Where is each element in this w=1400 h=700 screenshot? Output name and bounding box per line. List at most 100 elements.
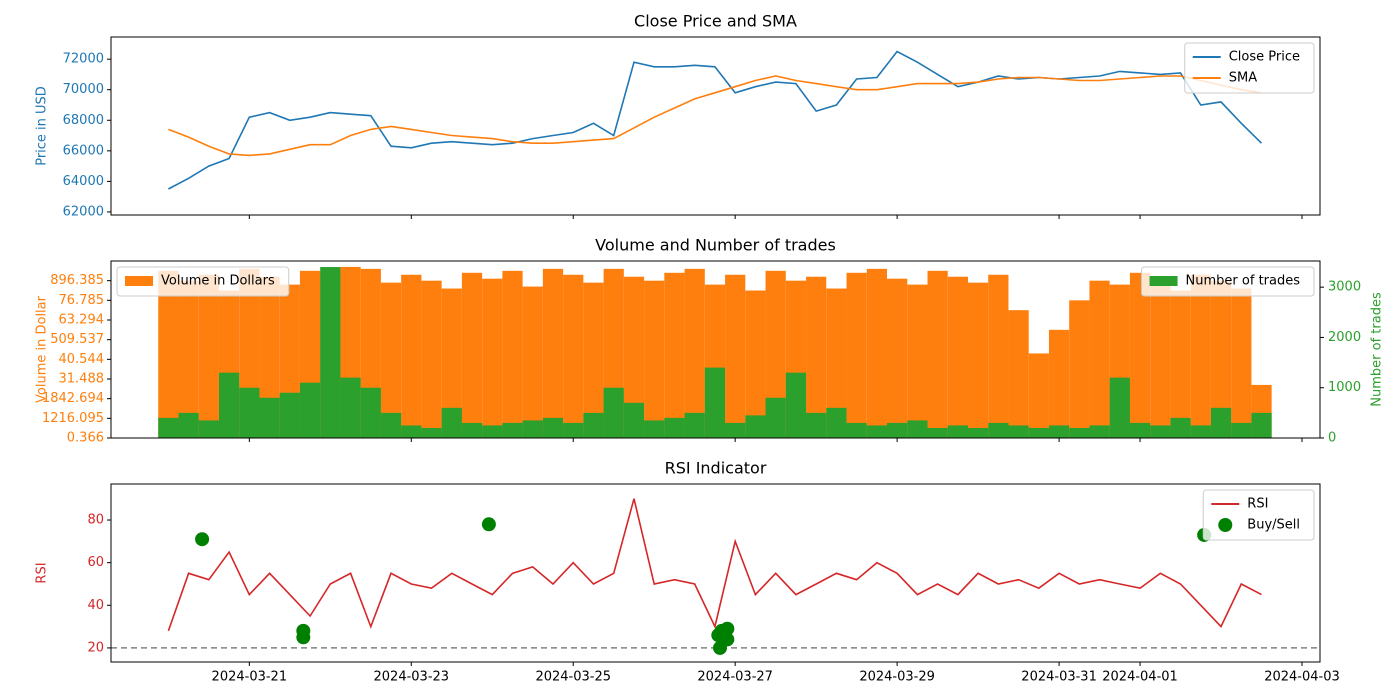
y-tick-label: 1842.694 [42, 391, 104, 406]
bar [704, 367, 726, 438]
bar [1231, 288, 1252, 438]
y-tick-label: 66000 [63, 143, 104, 158]
legend-box [1141, 266, 1315, 297]
bar [866, 268, 888, 438]
bar [441, 407, 462, 438]
y-axis-label: Price in USD [35, 86, 50, 166]
bar [522, 420, 543, 438]
bar [927, 270, 948, 438]
bar [1251, 412, 1272, 438]
x-tick-label: 2024-03-27 [697, 670, 773, 685]
y-tick-label: 0.366 [67, 431, 104, 446]
bar [887, 278, 908, 438]
y-tick-label: 509.537 [50, 332, 104, 347]
bar [644, 420, 665, 438]
legend: Close Price SMA [1184, 42, 1315, 94]
bar [765, 397, 786, 438]
bar [866, 425, 888, 438]
bar [299, 382, 321, 438]
chart-title: Close Price and SMA [634, 12, 797, 31]
y-tick-label: 72000 [63, 52, 104, 67]
bar [1048, 329, 1070, 438]
bar [502, 270, 523, 438]
bar [1028, 427, 1049, 438]
bar [644, 280, 665, 438]
x-tick-label: 2024-04-01 [1102, 670, 1178, 685]
bar [380, 282, 402, 438]
y2-tick-label: 2000 [1328, 330, 1361, 345]
bar [785, 372, 807, 438]
bar [360, 387, 381, 438]
bar [1028, 353, 1049, 438]
plot-frame [110, 260, 1321, 439]
bar [623, 402, 645, 438]
plot-frame [110, 36, 1321, 216]
series-line [168, 75, 1262, 157]
bar [765, 270, 786, 438]
bar [846, 422, 867, 438]
bar [1069, 427, 1090, 438]
y2-tick-label: 0 [1328, 431, 1336, 446]
bar [1210, 280, 1232, 438]
y-tick-label: 80 [87, 513, 104, 528]
y-tick-label: 68000 [63, 113, 104, 128]
legend-box [1184, 42, 1315, 94]
y2-axis-label: Number of trades [1370, 292, 1385, 407]
y2-tick-label: 1000 [1328, 380, 1361, 395]
bar [563, 274, 584, 438]
legend-swatch [125, 276, 153, 286]
y-tick-label: 76.785 [59, 293, 105, 308]
bar [806, 276, 827, 438]
bar [1109, 377, 1130, 438]
bar [1231, 422, 1252, 438]
y-tick-label: 31.488 [59, 372, 105, 387]
bar [725, 274, 746, 438]
x-tick-label: 2024-04-03 [1264, 670, 1340, 685]
bar [340, 377, 361, 438]
bar [967, 427, 989, 438]
bar [1190, 425, 1211, 438]
bar [158, 417, 179, 438]
bar [1069, 300, 1090, 438]
legend-label: Number of trades [1186, 274, 1301, 289]
bar [178, 412, 199, 438]
y-axis-label: Volume in Dollar [35, 295, 50, 403]
bar [542, 268, 564, 438]
bar [967, 282, 989, 438]
bar [279, 392, 300, 438]
bar [583, 282, 604, 438]
bar [664, 417, 685, 438]
legend-box [116, 266, 290, 297]
chart-title: Volume and Number of trades [595, 236, 836, 255]
bar [1210, 407, 1232, 438]
bar [1008, 310, 1029, 438]
y-tick-label: 62000 [63, 204, 104, 219]
y-tick-label: 1216.095 [42, 411, 104, 426]
legend: Number of trades [1141, 266, 1315, 297]
bar [401, 274, 422, 438]
bar [502, 422, 523, 438]
legend-label: Buy/Sell [1247, 518, 1300, 533]
bar [522, 286, 543, 438]
y-tick-label: 40 [87, 598, 104, 613]
bar [684, 412, 705, 438]
bar [583, 412, 604, 438]
bar [826, 288, 847, 438]
bar [1170, 417, 1191, 438]
bar [988, 422, 1009, 438]
bar [461, 422, 483, 438]
y-tick-label: 60 [87, 555, 104, 570]
y-tick-label: 20 [87, 640, 104, 655]
bar [441, 288, 462, 438]
bar [947, 425, 968, 438]
signal-point [720, 621, 735, 636]
y-tick-label: 70000 [63, 82, 104, 97]
bar [461, 272, 483, 438]
bar [664, 272, 685, 438]
signal-point [720, 632, 735, 647]
x-tick-label: 2024-03-21 [212, 670, 288, 685]
bar [846, 272, 867, 438]
bar [826, 407, 847, 438]
bar [1089, 280, 1110, 438]
y-axis-label: RSI [35, 562, 50, 583]
